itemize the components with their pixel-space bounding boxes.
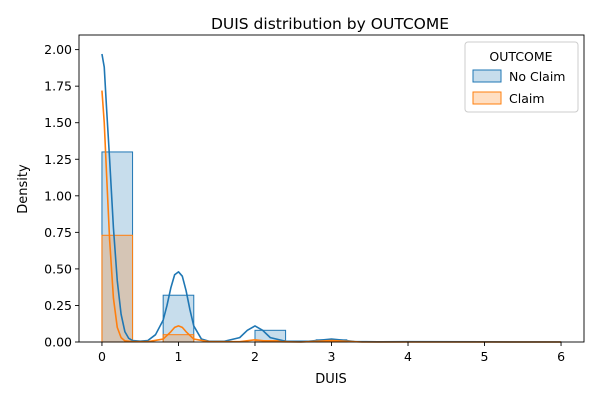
y-axis-label: Density — [16, 164, 31, 214]
y-tick-label: 1.75 — [44, 79, 72, 94]
legend-label-no-claim: No Claim — [509, 69, 565, 84]
x-tick-label: 3 — [328, 349, 336, 364]
y-tick-label: 0.75 — [44, 225, 72, 240]
y-tick-label: 0.50 — [44, 261, 72, 276]
legend-swatch-claim — [472, 91, 502, 105]
y-tick-label: 2.00 — [44, 42, 72, 57]
y-tick-label: 0.00 — [44, 335, 72, 350]
x-axis-label: DUIS — [315, 372, 347, 387]
bars-layer — [101, 151, 562, 343]
legend-swatch-no-claim — [472, 69, 502, 83]
kde-line — [101, 53, 562, 343]
x-tick-label: 1 — [174, 349, 182, 364]
legend: OUTCOME No Claim Claim — [464, 41, 579, 113]
x-tick-label: 4 — [404, 349, 412, 364]
y-tick-label: 1.25 — [44, 152, 72, 167]
x-tick-label: 6 — [557, 349, 565, 364]
x-tick-label: 2 — [251, 349, 259, 364]
legend-title: OUTCOME — [489, 49, 552, 64]
x-tick-label: 5 — [481, 349, 489, 364]
y-axis-ticks: 0.00 0.25 0.50 0.75 1.00 1.25 1.50 1.75 2.00 — [44, 42, 79, 350]
x-tick-label: 0 — [98, 349, 106, 364]
y-tick-label: 1.00 — [44, 188, 72, 203]
x-axis-ticks: 0 1 2 3 4 5 6 — [98, 342, 565, 364]
legend-frame — [464, 41, 579, 113]
chart-title: DUIS distribution by OUTCOME — [211, 15, 449, 33]
y-tick-label: 1.50 — [44, 115, 72, 130]
legend-label-claim: Claim — [509, 91, 545, 106]
y-tick-label: 0.25 — [44, 298, 72, 313]
